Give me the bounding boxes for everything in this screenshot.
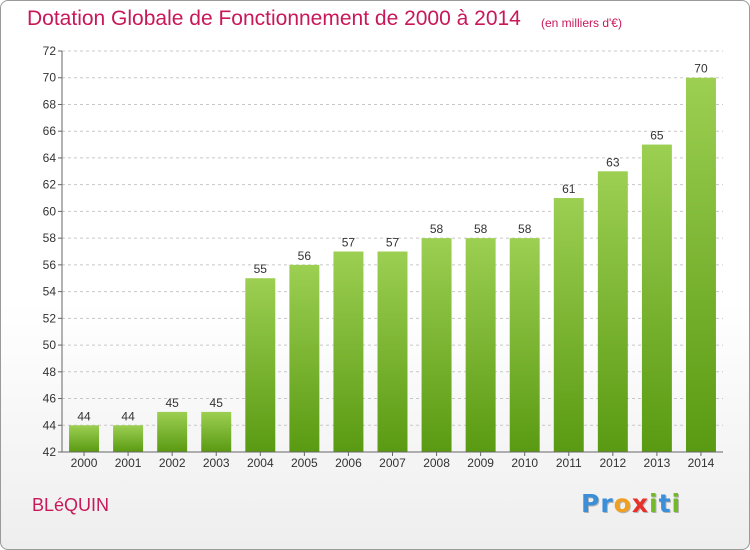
y-tick-label: 66 bbox=[43, 124, 57, 138]
y-tick-label: 62 bbox=[43, 178, 57, 192]
x-tick-label-2012: 2012 bbox=[599, 456, 626, 470]
logo-letter: i bbox=[649, 489, 659, 518]
bars bbox=[69, 77, 716, 453]
bar-2002 bbox=[157, 411, 188, 452]
bar-2011 bbox=[553, 198, 584, 452]
proxiti-logo: Proxiti bbox=[581, 489, 681, 518]
y-tick-label: 72 bbox=[43, 44, 57, 58]
logo-letter: i bbox=[671, 489, 682, 518]
x-tick-label-2001: 2001 bbox=[115, 456, 142, 470]
y-tick-label: 70 bbox=[43, 71, 57, 85]
bar-2007 bbox=[377, 251, 408, 452]
y-tick-label: 50 bbox=[43, 338, 57, 352]
bar-2005 bbox=[289, 264, 320, 452]
data-label-2004: 55 bbox=[254, 262, 268, 276]
bar-2000 bbox=[69, 425, 100, 452]
data-label-2012: 63 bbox=[606, 155, 620, 169]
bar-2009 bbox=[465, 238, 496, 452]
y-tick-label: 68 bbox=[43, 97, 57, 111]
y-tick-label: 58 bbox=[43, 231, 57, 245]
x-tick-label-2004: 2004 bbox=[247, 456, 274, 470]
x-tick-label-2009: 2009 bbox=[467, 456, 494, 470]
x-tick-label-2007: 2007 bbox=[379, 456, 406, 470]
chart-title: Dotation Globale de Fonctionnement de 20… bbox=[27, 7, 521, 30]
y-tick-label: 56 bbox=[43, 258, 57, 272]
x-tick-label-2011: 2011 bbox=[556, 456, 582, 470]
data-label-2014: 70 bbox=[694, 62, 708, 76]
axes: 42 44 46 48 50 52 54 56 58 60 62 64 66 68 70 72 2000 2001… bbox=[43, 44, 723, 470]
y-tick-label: 52 bbox=[43, 311, 57, 325]
y-tick-label: 54 bbox=[43, 285, 57, 299]
bar-2012 bbox=[597, 171, 628, 453]
bar-2008 bbox=[421, 238, 452, 452]
logo-letter: P bbox=[581, 489, 601, 518]
bar-2013 bbox=[641, 144, 672, 453]
bar-2001 bbox=[113, 425, 144, 452]
x-tick-label-2005: 2005 bbox=[291, 456, 318, 470]
x-tick-label-2002: 2002 bbox=[159, 456, 186, 470]
y-tick-label: 60 bbox=[43, 204, 57, 218]
y-tick-label: 64 bbox=[43, 151, 57, 165]
logo-letter: o bbox=[613, 489, 632, 518]
y-tick-label: 46 bbox=[43, 392, 57, 406]
data-label-2005: 56 bbox=[298, 249, 312, 263]
data-label-2008: 58 bbox=[430, 222, 444, 236]
x-tick-label-2003: 2003 bbox=[203, 456, 230, 470]
data-label-2010: 58 bbox=[518, 222, 532, 236]
data-label-2011: 61 bbox=[562, 182, 576, 196]
x-tick-label-2006: 2006 bbox=[335, 456, 362, 470]
data-label-2001: 44 bbox=[121, 409, 135, 423]
bar-2006 bbox=[333, 251, 364, 452]
bar-2014 bbox=[685, 77, 716, 452]
data-label-2006: 57 bbox=[342, 236, 356, 250]
y-tick-label: 48 bbox=[43, 365, 57, 379]
y-tick-label: 44 bbox=[43, 418, 57, 432]
data-labels: 44 44 45 45 55 56 57 57 58 58 58 61 63 65 70 bbox=[77, 62, 708, 424]
data-label-2007: 57 bbox=[386, 236, 400, 250]
logo-letter: t bbox=[658, 489, 672, 518]
data-label-2002: 45 bbox=[165, 396, 179, 410]
chart-subtitle: (en milliers d'€) bbox=[541, 16, 622, 30]
logo-letter: x bbox=[631, 489, 649, 518]
bar-2004 bbox=[245, 278, 276, 452]
logo-letter: r bbox=[600, 489, 614, 518]
data-label-2013: 65 bbox=[650, 129, 664, 143]
x-tick-label-2014: 2014 bbox=[688, 456, 715, 470]
x-tick-label-2008: 2008 bbox=[423, 456, 450, 470]
x-tick-label-2013: 2013 bbox=[644, 456, 671, 470]
commune-name: BLéQUIN bbox=[32, 495, 110, 515]
bar-2010 bbox=[509, 238, 540, 452]
y-tick-label: 42 bbox=[43, 445, 57, 459]
bar-2003 bbox=[201, 411, 232, 452]
data-label-2000: 44 bbox=[77, 409, 91, 423]
data-label-2003: 45 bbox=[210, 396, 224, 410]
x-tick-label-2000: 2000 bbox=[71, 456, 98, 470]
x-tick-label-2010: 2010 bbox=[511, 456, 538, 470]
data-label-2009: 58 bbox=[474, 222, 488, 236]
